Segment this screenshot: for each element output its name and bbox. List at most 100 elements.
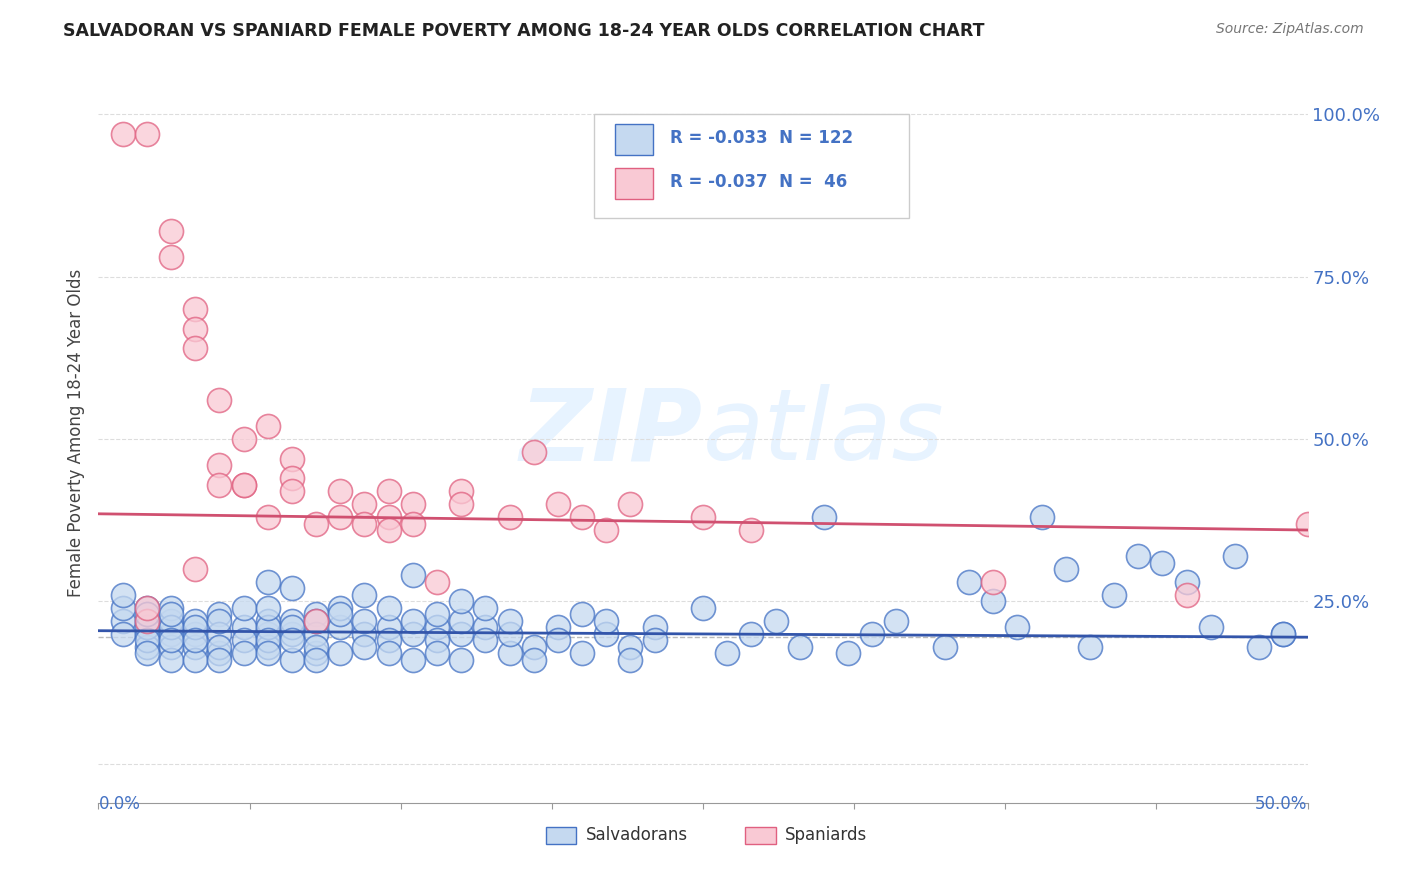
Point [256,419,278,434]
Point [256,633,278,648]
Point [450,497,472,511]
Point [184,627,207,641]
Point [981,594,1004,608]
Text: Source: ZipAtlas.com: Source: ZipAtlas.com [1216,22,1364,37]
Point [644,633,666,648]
Point [135,127,157,141]
Point [547,620,569,634]
Point [692,510,714,524]
Point [160,607,183,622]
Point [281,627,304,641]
Point [135,601,157,615]
Point [281,451,304,466]
Point [523,445,546,459]
Point [232,620,254,634]
Point [981,574,1004,589]
Text: 50.0%: 50.0% [1256,796,1308,814]
Y-axis label: Female Poverty Among 18-24 Year Olds: Female Poverty Among 18-24 Year Olds [66,268,84,597]
Point [281,471,304,485]
Point [305,647,328,661]
Point [474,633,496,648]
Point [329,484,352,499]
Point [329,601,352,615]
Point [402,614,425,628]
Point [111,127,134,141]
Point [571,607,593,622]
Point [329,607,352,622]
Point [353,640,375,654]
Point [595,523,617,537]
Point [402,497,425,511]
Point [232,601,254,615]
Point [111,614,134,628]
Point [1078,640,1101,654]
Point [232,647,254,661]
Point [281,484,304,499]
Point [474,601,496,615]
Point [402,627,425,641]
Point [208,653,231,667]
Point [498,510,520,524]
Point [135,614,157,628]
Point [523,653,546,667]
Text: R = -0.033  N = 122: R = -0.033 N = 122 [671,129,853,147]
Point [232,477,254,491]
FancyBboxPatch shape [614,169,654,200]
Point [498,614,520,628]
Point [329,510,352,524]
Point [305,607,328,622]
Text: 0.0%: 0.0% [98,796,141,814]
Text: SALVADORAN VS SPANIARD FEMALE POVERTY AMONG 18-24 YEAR OLDS CORRELATION CHART: SALVADORAN VS SPANIARD FEMALE POVERTY AM… [63,22,984,40]
Point [377,633,399,648]
Point [377,484,399,499]
Point [1199,620,1222,634]
Point [353,627,375,641]
Point [281,653,304,667]
Point [160,224,183,238]
Point [256,574,278,589]
Point [353,588,375,602]
Point [426,633,449,648]
Point [426,574,449,589]
Point [474,620,496,634]
Point [402,568,425,582]
Point [692,601,714,615]
Point [329,620,352,634]
Point [571,510,593,524]
Point [450,653,472,667]
Point [184,614,207,628]
Point [789,640,811,654]
Text: ZIP: ZIP [520,384,703,481]
Point [184,633,207,648]
Point [765,614,787,628]
Point [547,633,569,648]
Point [232,477,254,491]
Point [135,640,157,654]
Point [305,614,328,628]
Point [256,601,278,615]
Point [305,627,328,641]
Point [377,601,399,615]
Text: Spaniards: Spaniards [785,826,868,845]
Point [1175,588,1198,602]
Point [135,633,157,648]
Text: Salvadorans: Salvadorans [586,826,688,845]
Point [329,647,352,661]
Point [281,582,304,596]
Point [377,523,399,537]
Point [305,516,328,531]
Point [377,620,399,634]
Point [1175,574,1198,589]
Point [305,653,328,667]
Point [281,620,304,634]
Point [1296,516,1319,531]
Point [377,647,399,661]
Point [571,647,593,661]
Text: R = -0.037  N =  46: R = -0.037 N = 46 [671,173,848,192]
FancyBboxPatch shape [745,827,776,844]
Point [135,620,157,634]
Point [305,614,328,628]
Point [1249,640,1271,654]
Point [619,497,641,511]
Point [644,620,666,634]
